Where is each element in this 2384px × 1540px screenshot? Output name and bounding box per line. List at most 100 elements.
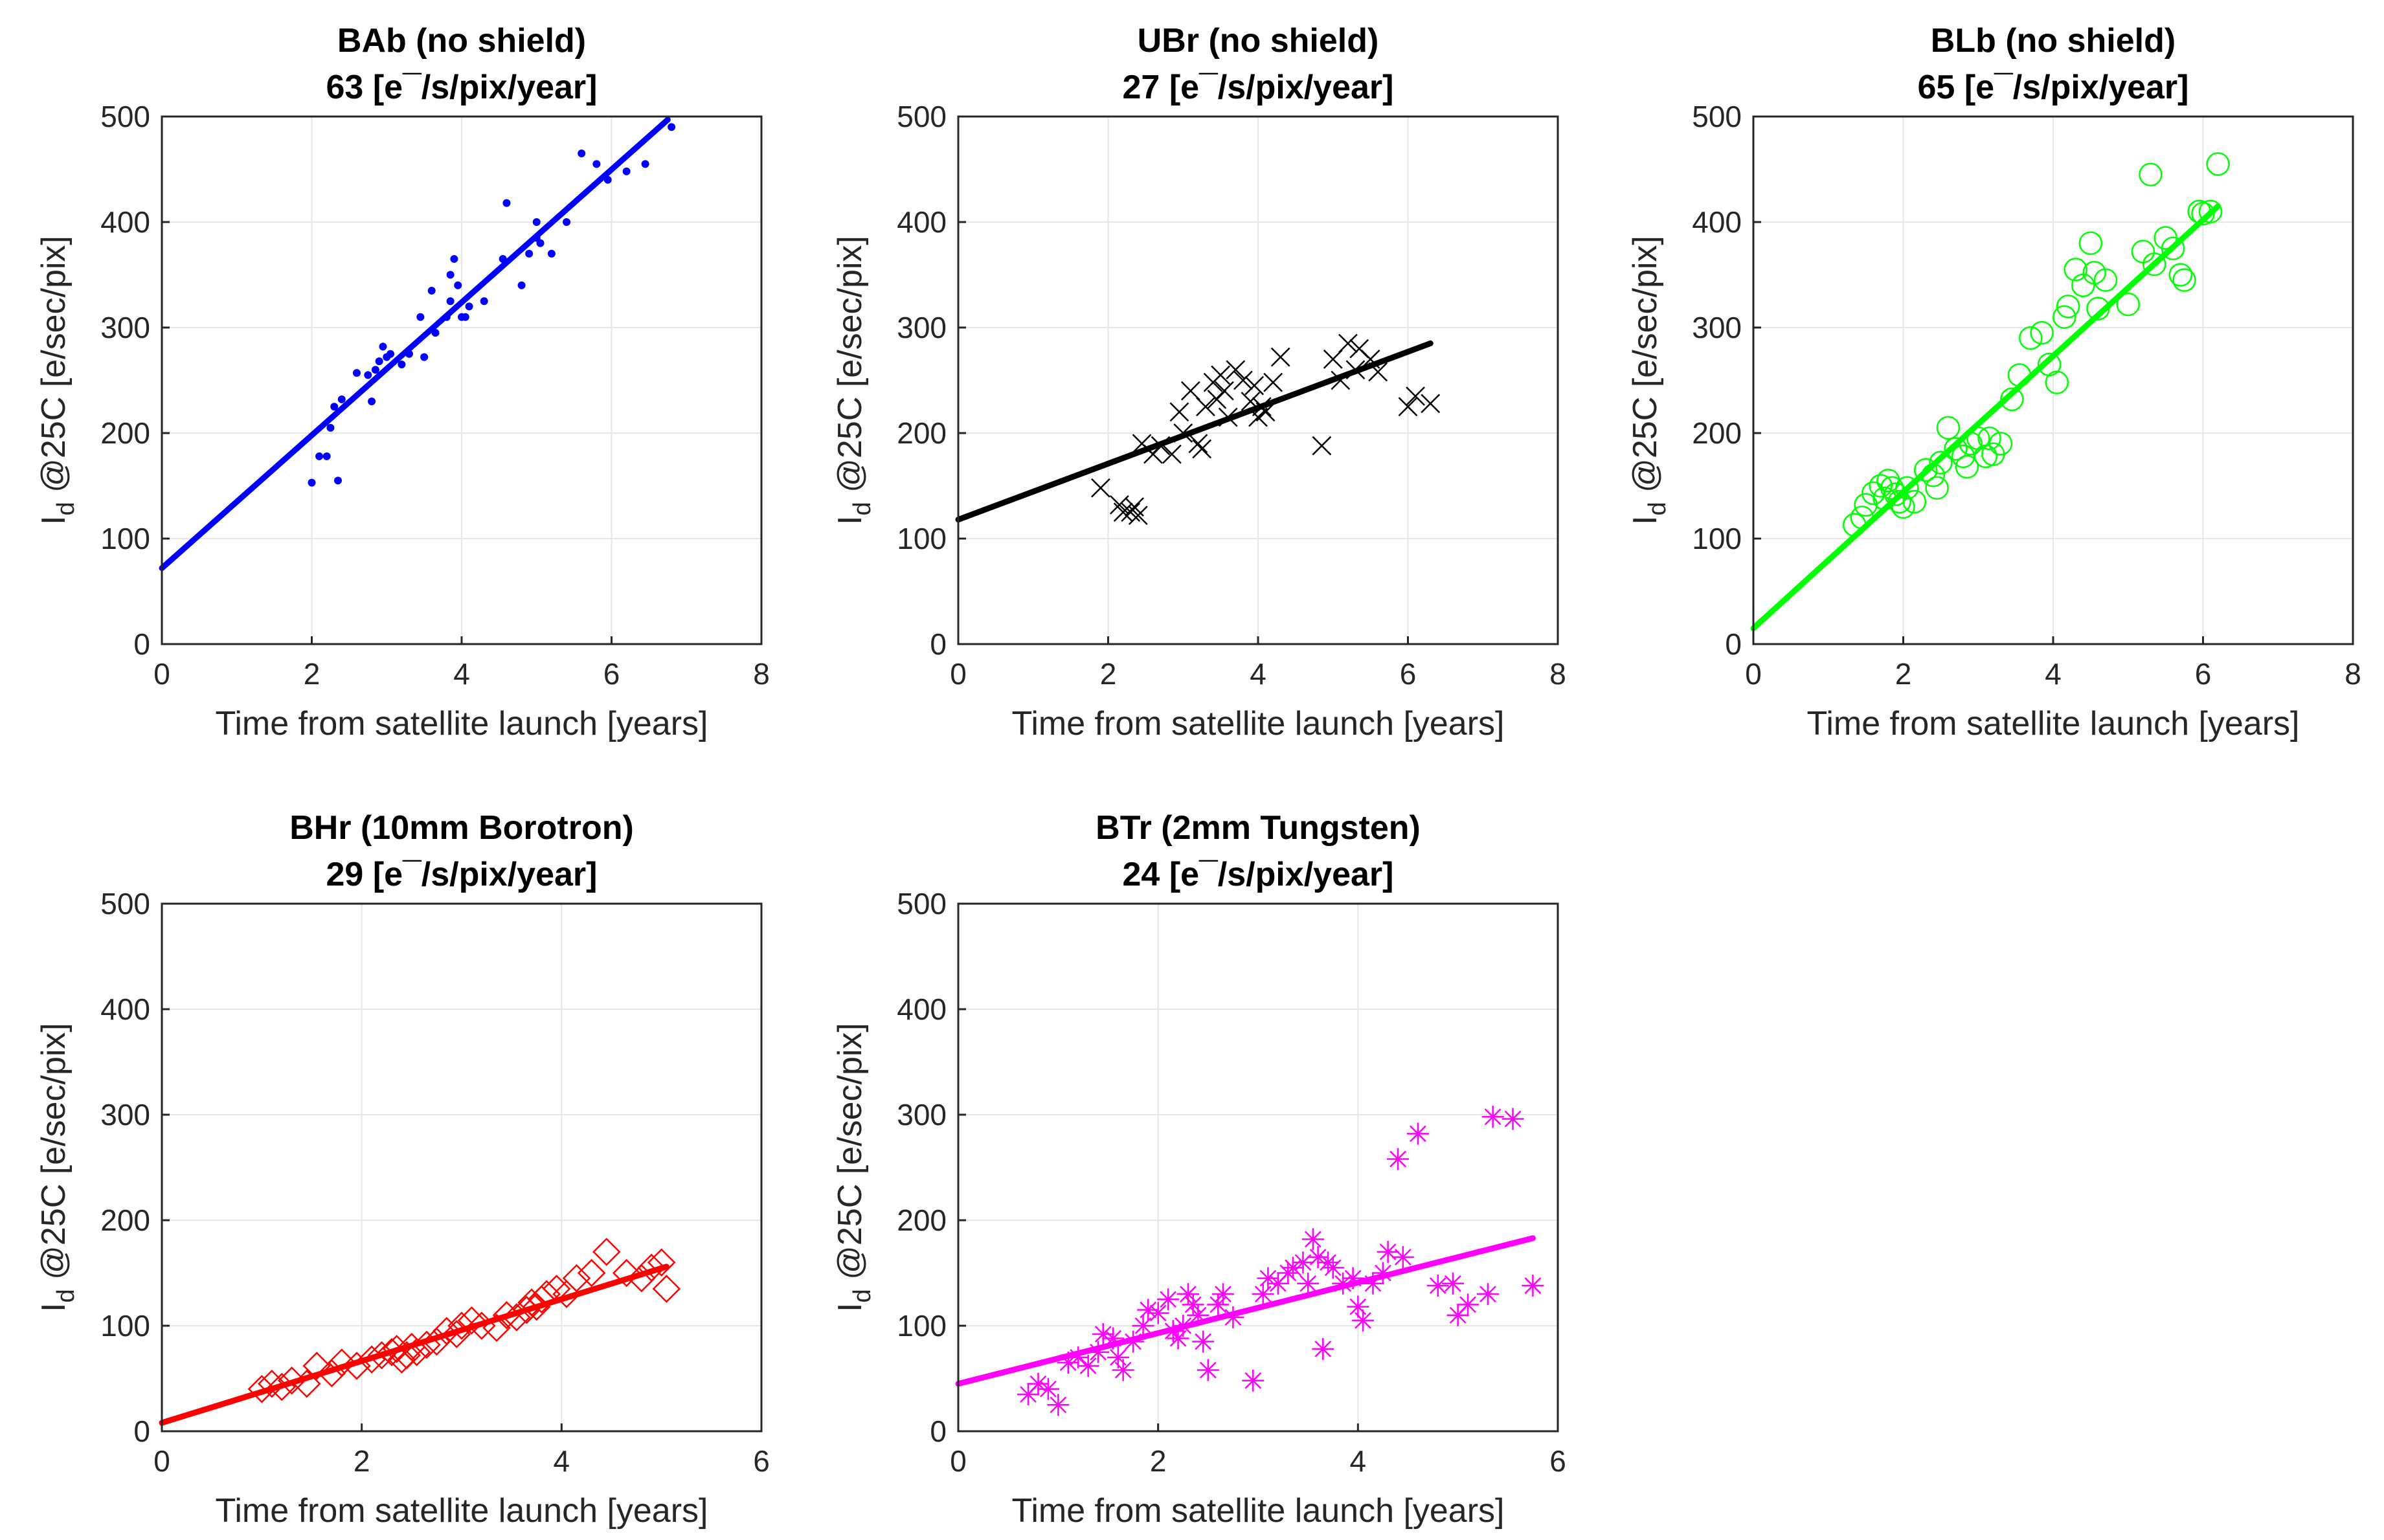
data-point (1233, 370, 1253, 390)
data-point (461, 313, 469, 321)
data-point (267, 1372, 296, 1401)
y-tick-label: 0 (930, 627, 947, 661)
chart-title: BHr (10mm Borotron) (289, 809, 634, 847)
data-point (1955, 454, 1979, 479)
data-point (1102, 1327, 1125, 1350)
y-tick-label: 100 (897, 522, 947, 555)
y-label-subscript: d (849, 1289, 876, 1302)
y-label-rest: @25C [e/sec/pix] (35, 1023, 73, 1289)
data-point (1091, 478, 1110, 498)
x-axis-label: Time from satellite launch [years] (215, 1492, 708, 1530)
y-tick-label: 200 (100, 416, 150, 450)
x-tick-label: 8 (1549, 657, 1566, 691)
data-point (1387, 1148, 1410, 1170)
data-point (592, 1238, 621, 1266)
y-label-main: I (1626, 515, 1664, 524)
data-point (433, 1317, 461, 1345)
data-point (2172, 268, 2196, 292)
x-tick-label: 0 (1745, 657, 1762, 691)
data-point (1222, 1306, 1244, 1328)
data-point (1162, 444, 1182, 464)
data-point (647, 1248, 676, 1277)
chart-rate: 65 [e¯/s/pix/year] (1918, 69, 2189, 106)
y-tick-label: 200 (897, 416, 947, 450)
data-point (542, 1275, 571, 1303)
x-tick-label: 8 (2345, 657, 2361, 691)
data-point (517, 281, 526, 289)
data-point (1345, 360, 1366, 380)
y-label-subscript: d (52, 502, 80, 515)
data-point (2019, 326, 2043, 350)
y-tick-label: 300 (897, 1098, 947, 1132)
data-point (1368, 362, 1388, 382)
data-point (1331, 370, 1351, 390)
data-point (1988, 432, 2013, 456)
data-point (1162, 1320, 1184, 1343)
data-point (1843, 513, 1867, 537)
data-point (442, 1320, 471, 1348)
data-point (1218, 407, 1238, 427)
y-tick-label: 200 (100, 1203, 150, 1237)
data-point (1180, 381, 1200, 401)
data-point (1282, 1256, 1305, 1279)
data-point (1128, 506, 1148, 526)
data-point (1167, 1327, 1189, 1350)
y-axis-label: Id @25C [e/sec/pix] (831, 1023, 876, 1312)
x-tick-label: 8 (753, 657, 770, 691)
y-axis-label: Id @25C [e/sec/pix] (1626, 236, 1671, 525)
data-point (1371, 1262, 1394, 1284)
data-point (1377, 1240, 1399, 1263)
data-point (1122, 1330, 1145, 1353)
y-tick-label: 200 (1692, 416, 1742, 450)
data-point (1211, 1283, 1234, 1306)
y-label-subscript: d (1644, 502, 1671, 515)
data-point (1207, 1293, 1230, 1316)
data-point (1426, 1275, 1449, 1297)
chart-title: BAb (no shield) (337, 22, 586, 60)
axes-frame (957, 902, 1559, 1433)
data-point (405, 350, 413, 358)
data-point (1187, 1304, 1209, 1326)
data-point (293, 1369, 321, 1398)
data-point (1342, 1267, 1364, 1289)
data-point (1242, 1369, 1265, 1392)
y-tick-label: 100 (897, 1309, 947, 1343)
data-point (1257, 1267, 1279, 1289)
data-point (562, 1264, 591, 1293)
x-tick-label: 0 (153, 1444, 170, 1478)
data-point (343, 1352, 371, 1380)
x-tick-label: 4 (1350, 1444, 1367, 1478)
data-point (622, 167, 631, 175)
data-point (357, 1345, 386, 1374)
data-point (2168, 263, 2193, 287)
data-point (1391, 1246, 1414, 1269)
data-point (1132, 1315, 1154, 1337)
data-point (1312, 1337, 1334, 1360)
x-tick-label: 0 (950, 1444, 967, 1478)
data-point (1925, 476, 1949, 500)
x-tick-label: 4 (554, 1444, 570, 1478)
data-point (1241, 392, 1261, 411)
x-tick-label: 6 (603, 657, 620, 691)
fit-line (159, 117, 671, 572)
data-point (1936, 416, 1961, 440)
y-tick-label: 0 (1725, 627, 1742, 661)
data-point (578, 150, 586, 158)
data-point (536, 239, 545, 247)
data-point (1481, 1106, 1504, 1128)
data-point (1192, 1330, 1215, 1353)
data-point (1017, 1383, 1040, 1405)
data-point (502, 199, 511, 207)
data-point (1902, 489, 1927, 514)
data-point (454, 281, 462, 289)
data-point (1421, 394, 1441, 414)
data-point (2116, 292, 2140, 317)
panel-blb: 0 2 4 6 8 0 100 200 300 400 500 BLb (no shield) 65… (1626, 22, 2361, 742)
y-axis-label: Id @25C [e/sec/pix] (35, 1023, 80, 1312)
y-tick-label: 0 (133, 627, 150, 661)
data-point (431, 329, 440, 337)
data-point (1446, 1304, 1469, 1326)
chart-title: BTr (2mm Tungsten) (1096, 809, 1421, 847)
y-label-rest: @25C [e/sec/pix] (831, 236, 869, 502)
chart-rate: 63 [e¯/s/pix/year] (326, 69, 598, 106)
